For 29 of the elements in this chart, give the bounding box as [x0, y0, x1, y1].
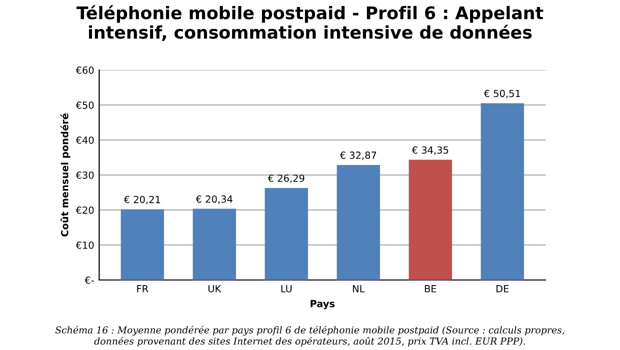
bar — [264, 188, 308, 280]
y-tick-label: €40 — [76, 136, 94, 144]
data-label: € 34,35 — [412, 146, 448, 155]
y-tick-label: €60 — [76, 66, 94, 74]
chart-title: Téléphonie mobile postpaid - Profil 6 : Appelant intensif, consommation intensive de données — [76, 5, 544, 42]
x-tick-label: BE — [424, 285, 436, 292]
data-label: € 20,21 — [124, 196, 160, 204]
y-tick-label: €30 — [76, 171, 94, 179]
x-tick-label: FR — [137, 285, 148, 292]
y-tick-label: €50 — [76, 101, 94, 109]
text: Schéma 16 : Moyenne pondérée par pays profil 6 de téléphonie mobile postpaid (Source : calculs propres, données provenant des sites Internet des opérateurs, août 2015, prix TVA incl. EUR PPP). — [55, 326, 564, 346]
bar — [120, 209, 164, 280]
y-axis-title: Coût mensuel pondéré — [60, 114, 70, 236]
y-tick-label: €- — [84, 276, 94, 284]
data-label: € 32,87 — [340, 152, 376, 160]
x-tick-label: UK — [208, 285, 222, 292]
x-tick-label: LU — [281, 285, 292, 292]
bar — [336, 164, 380, 280]
data-label: € 26,29 — [268, 174, 304, 183]
bar — [408, 160, 452, 280]
data-label: € 20,34 — [196, 195, 232, 204]
y-tick-label: €10 — [76, 241, 94, 249]
y-tick-label: €20 — [76, 206, 94, 214]
x-tick-label: NL — [353, 285, 365, 292]
x-tick-label: DE — [496, 285, 509, 292]
bar — [192, 208, 236, 280]
data-label: € 50,51 — [484, 90, 520, 98]
bar — [480, 103, 524, 280]
x-axis-title: Pays — [310, 300, 335, 310]
